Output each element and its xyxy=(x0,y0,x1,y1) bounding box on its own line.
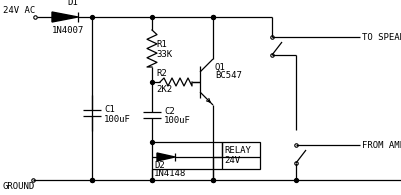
Text: FROM AMP: FROM AMP xyxy=(361,141,401,150)
Text: C2: C2 xyxy=(164,107,174,116)
Text: 2K2: 2K2 xyxy=(156,85,172,95)
Text: D1: D1 xyxy=(67,0,77,7)
Text: BC547: BC547 xyxy=(215,72,241,81)
Polygon shape xyxy=(52,12,78,22)
Text: D2: D2 xyxy=(154,160,164,169)
Text: RELAY: RELAY xyxy=(223,146,250,155)
Text: R2: R2 xyxy=(156,69,166,79)
Text: 33K: 33K xyxy=(156,50,172,59)
Text: R1: R1 xyxy=(156,40,166,49)
Text: Q1: Q1 xyxy=(215,63,225,72)
Text: TO SPEAKER: TO SPEAKER xyxy=(361,33,401,42)
Text: 1N4148: 1N4148 xyxy=(154,168,186,177)
Text: 1N4007: 1N4007 xyxy=(52,26,84,35)
Text: 100uF: 100uF xyxy=(164,116,190,126)
Text: C1: C1 xyxy=(104,105,114,114)
Polygon shape xyxy=(157,153,174,161)
Text: 24V: 24V xyxy=(223,156,239,165)
Bar xyxy=(221,142,259,169)
Text: 100uF: 100uF xyxy=(104,115,131,124)
Text: GROUND: GROUND xyxy=(3,182,35,191)
Text: 24V AC: 24V AC xyxy=(3,6,35,15)
